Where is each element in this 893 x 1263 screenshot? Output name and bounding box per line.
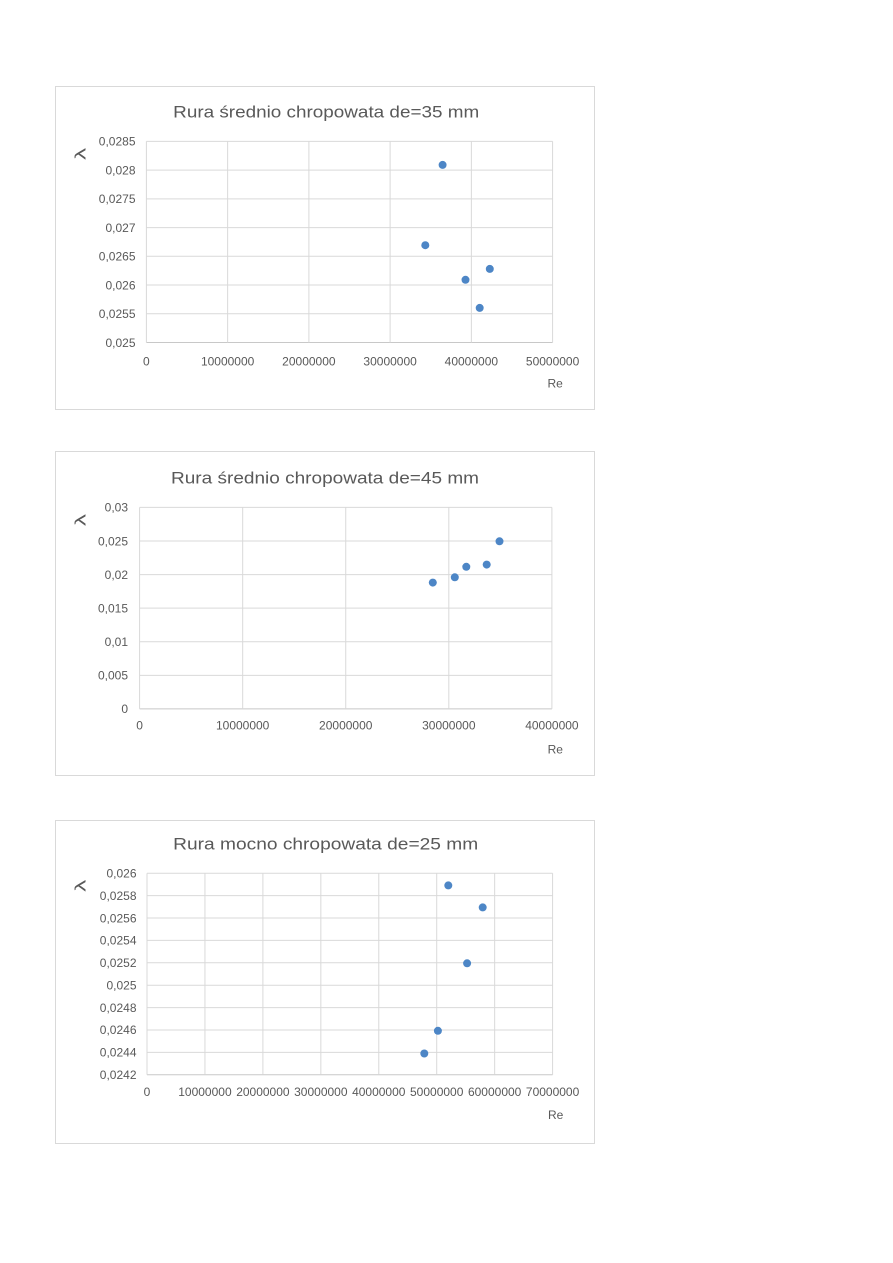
svg-text:10000000: 10000000 [201,355,255,369]
svg-text:0,0258: 0,0258 [100,889,137,903]
svg-text:20000000: 20000000 [319,719,373,733]
svg-text:0,01: 0,01 [105,635,129,649]
svg-text:0,0256: 0,0256 [100,911,137,925]
svg-text:0,015: 0,015 [98,601,128,615]
svg-text:60000000: 60000000 [468,1085,522,1099]
svg-text:10000000: 10000000 [216,719,270,733]
svg-text:0,0265: 0,0265 [99,250,136,264]
svg-text:λ: λ [73,147,90,160]
svg-text:0: 0 [143,355,150,369]
svg-text:40000000: 40000000 [525,719,579,733]
svg-text:0,0275: 0,0275 [99,192,136,206]
svg-text:40000000: 40000000 [352,1085,406,1099]
svg-text:30000000: 30000000 [363,355,417,369]
svg-text:λ: λ [73,513,90,526]
svg-text:0,02: 0,02 [105,568,129,582]
svg-text:0,025: 0,025 [105,336,135,350]
svg-text:0,028: 0,028 [105,163,135,177]
svg-text:10000000: 10000000 [178,1085,232,1099]
svg-text:70000000: 70000000 [526,1085,580,1099]
svg-text:20000000: 20000000 [236,1085,290,1099]
svg-text:Rura średnio chropowata de=35: Rura średnio chropowata de=35 mm [173,103,479,122]
svg-text:0,005: 0,005 [98,669,128,683]
svg-text:0: 0 [121,702,128,716]
svg-text:0,027: 0,027 [105,221,135,235]
svg-text:50000000: 50000000 [526,355,580,369]
svg-text:0,0246: 0,0246 [100,1023,137,1037]
svg-text:0,0242: 0,0242 [100,1068,137,1082]
svg-text:30000000: 30000000 [422,719,476,733]
svg-text:Rura mocno chropowata de=25 mm: Rura mocno chropowata de=25 mm [173,835,478,854]
svg-text:λ: λ [73,879,90,892]
svg-text:0,026: 0,026 [105,278,135,292]
svg-text:50000000: 50000000 [410,1085,464,1099]
svg-text:40000000: 40000000 [445,355,499,369]
svg-text:0,0255: 0,0255 [99,307,136,321]
svg-text:0,0252: 0,0252 [100,956,137,970]
svg-text:0,025: 0,025 [106,978,136,992]
svg-text:0: 0 [144,1085,151,1099]
svg-text:Rura średnio chropowata de=45: Rura średnio chropowata de=45 mm [171,469,479,488]
svg-text:0,025: 0,025 [98,534,128,548]
svg-text:0,0285: 0,0285 [99,135,136,149]
svg-text:0,03: 0,03 [105,501,129,515]
svg-text:0,0248: 0,0248 [100,1001,137,1015]
svg-text:Re: Re [548,376,564,390]
svg-text:0: 0 [136,719,143,733]
svg-text:0,0244: 0,0244 [100,1046,137,1060]
svg-text:0,0254: 0,0254 [100,934,137,948]
svg-text:30000000: 30000000 [294,1085,348,1099]
svg-text:20000000: 20000000 [282,355,336,369]
svg-text:Re: Re [548,743,564,757]
svg-text:0,026: 0,026 [106,867,136,881]
svg-text:Re: Re [548,1108,564,1122]
